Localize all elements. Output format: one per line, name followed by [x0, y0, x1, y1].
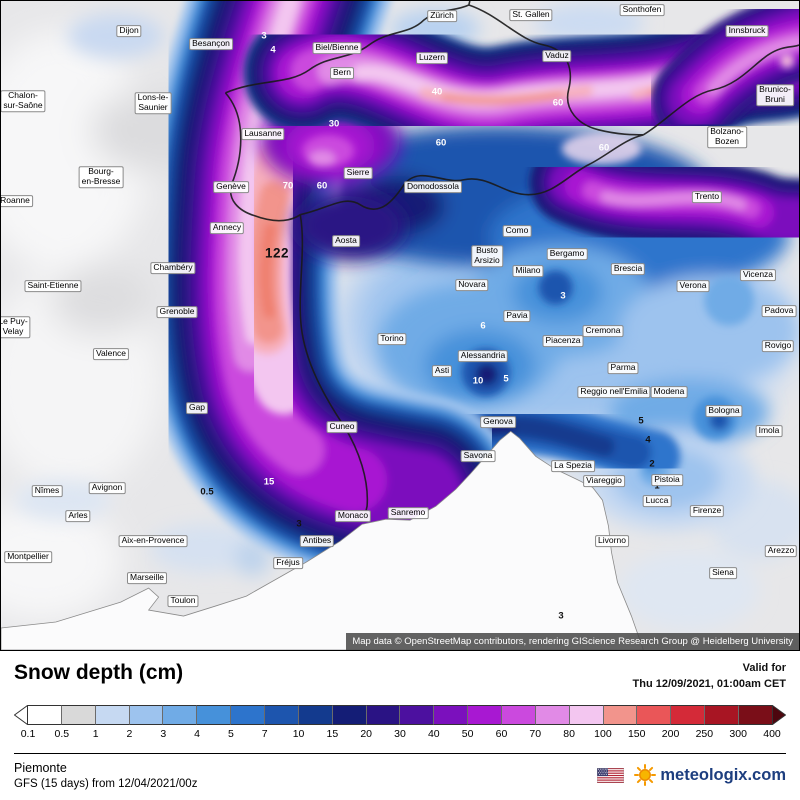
- us-flag-icon[interactable]: [597, 767, 625, 783]
- scale-swatch: [265, 704, 299, 725]
- map-art-alps-core: [234, 106, 314, 415]
- scale-swatch: [739, 704, 772, 725]
- scale-arrow-right: [771, 704, 786, 725]
- footer-right: meteologix.com: [597, 764, 786, 787]
- color-scale: 0.1 0.5 1 2 3 4 5 7 10 15 20 30 40 50 60 70 80 100 150 200 2…: [14, 704, 786, 743]
- scale-swatch: [231, 704, 266, 725]
- scale-tick-label: 10: [292, 727, 305, 740]
- scale-swatch: [163, 704, 198, 725]
- valid-datetime: Thu 12/09/2021, 01:00am CET: [632, 677, 786, 690]
- valid-for-label: Valid for: [742, 662, 786, 674]
- map-art-eastern-alps: [529, 140, 799, 263]
- scale-swatch: [95, 704, 130, 725]
- map-art-northeast-alps: [651, 1, 799, 143]
- legend-panel: Snow depth (cm) Valid for Thu 12/09/2021…: [0, 650, 800, 800]
- sun-icon: [634, 764, 657, 787]
- scale-tick-label: 400: [763, 727, 781, 740]
- panel-footer: Piemonte GFS (15 days) from 12/04/2021/0…: [14, 752, 786, 790]
- scale-tick-label: 4: [194, 727, 200, 740]
- scale-tick-label: 50: [461, 727, 474, 740]
- scale-tick-label: 300: [729, 727, 747, 740]
- scale-tick-label: 0.1: [20, 727, 36, 740]
- footer-left: Piemonte GFS (15 days) from 12/04/2021/0…: [14, 761, 197, 790]
- scale-swatch: [434, 704, 469, 725]
- scale-tick-label: 7: [261, 727, 268, 740]
- map-area: 3 4 30 40 60 60 60 70 60 122 0.5 15 3 10 5 6 3 5 4 2 1 3 Dijo…: [0, 0, 800, 650]
- scale-swatch: [705, 704, 740, 725]
- brand-name: meteologix.com: [660, 765, 786, 784]
- scale-tick-label: 1: [92, 727, 99, 740]
- scale-tick-label: 2: [126, 727, 133, 740]
- scale-swatch: [468, 704, 503, 725]
- scale-swatch: [502, 704, 536, 725]
- sea: [1, 430, 644, 650]
- valid-block: Valid for Thu 12/09/2021, 01:00am CET: [633, 661, 786, 693]
- scale-tick-label: 5: [227, 727, 234, 740]
- scale-tick-label: 30: [394, 727, 406, 740]
- map-attribution: Map data © OpenStreetMap contributors, r…: [346, 632, 799, 650]
- scale-tick-label: 200: [661, 727, 680, 740]
- map-art-northeast-core: [780, 53, 795, 68]
- scale-swatch: [637, 704, 672, 725]
- scale-arrow-left: [14, 704, 28, 725]
- model-info: GFS (15 days) from 12/04/2021/00z: [14, 777, 198, 790]
- scale-swatch: [197, 704, 232, 725]
- scale-swatch: [535, 704, 570, 725]
- page-title: Snow depth (cm): [14, 661, 184, 684]
- region-name: Piemonte: [14, 760, 67, 775]
- scale-tick-label: 70: [529, 727, 542, 740]
- panel-top: Snow depth (cm) Valid for Thu 12/09/2021…: [14, 651, 786, 693]
- scale-labels: 0.1 0.5 1 2 3 4 5 7 10 15 20 30 40 50 60 70 80 100 150 200 2…: [14, 728, 786, 743]
- snow-depth-map-canvas: [1, 1, 799, 650]
- scale-swatch: [298, 704, 333, 725]
- scale-swatch: [332, 704, 367, 725]
- scale-swatch: [28, 704, 62, 725]
- scale-tick-label: 15: [326, 727, 339, 740]
- scale-tick-label: 150: [627, 727, 646, 740]
- map-art-valais-core: [302, 134, 355, 167]
- scale-tick-label: 100: [594, 727, 612, 740]
- scale-tick-label: 250: [695, 727, 714, 740]
- scale-tick-label: 60: [495, 727, 508, 740]
- scale-tick-label: 20: [360, 727, 373, 740]
- scale-swatch: [569, 704, 604, 725]
- scale-bar: [14, 704, 786, 725]
- scale-swatch: [671, 704, 706, 725]
- scale-swatch: [400, 704, 435, 725]
- scale-swatch: [61, 704, 96, 725]
- scale-tick-label: 3: [160, 727, 167, 740]
- scale-tick-label: 80: [563, 727, 575, 740]
- scale-swatch: [129, 704, 164, 725]
- scale-swatch: [366, 704, 401, 725]
- scale-tick-label: 40: [427, 727, 440, 740]
- scale-tick-label: 0.5: [54, 727, 70, 740]
- scale-swatch: [603, 704, 638, 725]
- meteologix-logo[interactable]: meteologix.com: [634, 764, 786, 787]
